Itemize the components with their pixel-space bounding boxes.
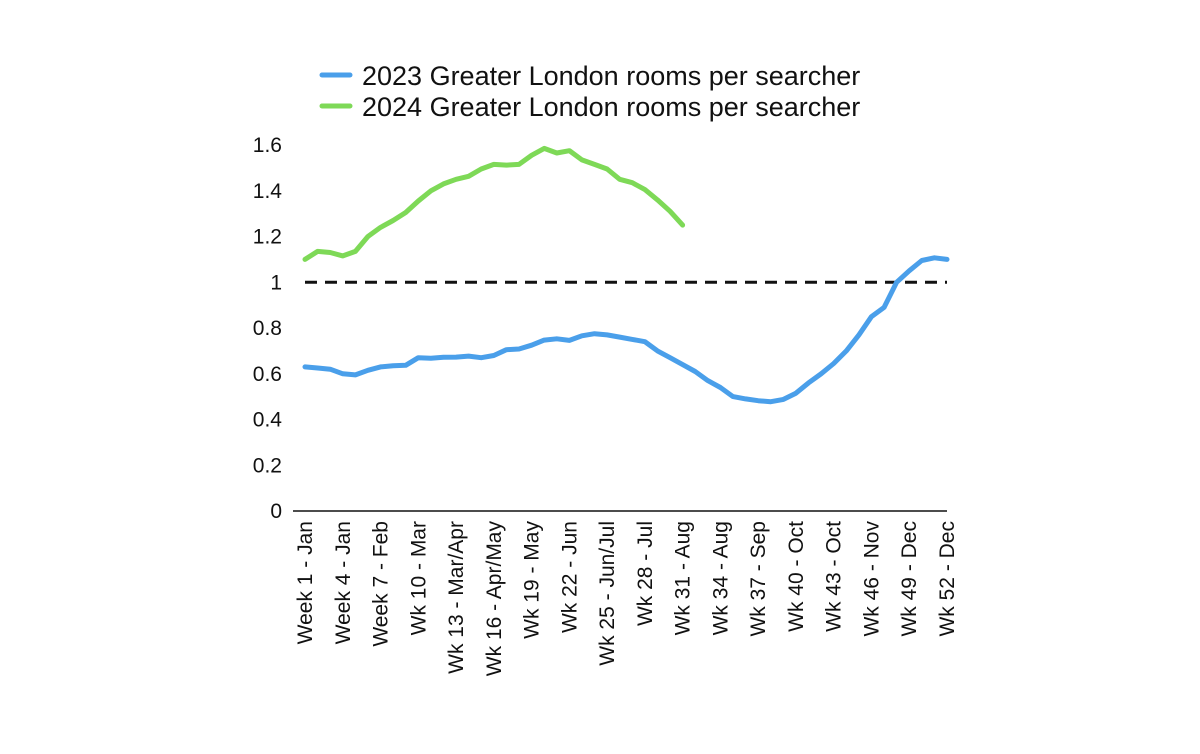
y-tick-label: 0.2	[253, 454, 282, 477]
y-tick-label: 0.4	[253, 409, 283, 432]
y-tick-label: 0	[270, 500, 282, 523]
y-axis: 0 0.2 0.4 0.6 0.8 1 1.2 1.4 1.6	[253, 134, 283, 523]
x-tick-label: Week 1 - Jan	[294, 521, 317, 644]
x-tick-label: Wk 19 - May	[521, 521, 544, 639]
x-tick-label: Wk 25 - Jun/Jul	[596, 521, 619, 666]
x-tick-label: Wk 28 - Jul	[634, 521, 657, 626]
x-tick-label: Wk 40 - Oct	[785, 521, 808, 632]
y-tick-label: 0.6	[253, 363, 282, 386]
x-tick-label: Wk 46 - Nov	[860, 521, 883, 637]
y-tick-label: 1.2	[253, 226, 282, 249]
x-tick-label: Wk 37 - Sep	[747, 521, 770, 637]
x-tick-label: Wk 31 - Aug	[672, 521, 695, 635]
x-tick-label: Wk 52 - Dec	[936, 521, 959, 637]
y-tick-label: 0.8	[253, 317, 282, 340]
x-tick-label: Wk 10 - Mar	[407, 521, 430, 635]
chart-legend: 2023 Greater London rooms per searcher 2…	[319, 61, 860, 122]
x-axis: Week 1 - Jan Week 4 - Jan Week 7 - Feb Wk 1…	[293, 510, 959, 677]
x-tick-label: Wk 49 - Dec	[898, 521, 921, 637]
legend-label-2023: 2023 Greater London rooms per searcher	[362, 61, 860, 91]
series-line-2024	[302, 145, 686, 262]
legend-label-2024: 2024 Greater London rooms per searcher	[362, 92, 860, 122]
x-tick-label: Week 4 - Jan	[332, 521, 355, 644]
x-tick-label: Wk 22 - Jun	[558, 521, 581, 633]
y-tick-label: 1	[270, 271, 282, 294]
x-tick-label: Wk 34 - Aug	[709, 521, 732, 635]
x-tick-label: Wk 13 - Mar/Apr	[445, 521, 468, 674]
y-tick-label: 1.4	[253, 180, 283, 203]
x-tick-label: Wk 16 - Apr/May	[483, 521, 506, 677]
x-tick-label: Week 7 - Feb	[370, 521, 393, 647]
y-tick-label: 1.6	[253, 134, 282, 157]
plot-area	[302, 145, 950, 405]
x-tick-label: Wk 43 - Oct	[823, 521, 846, 632]
series-line-2023	[302, 255, 950, 405]
